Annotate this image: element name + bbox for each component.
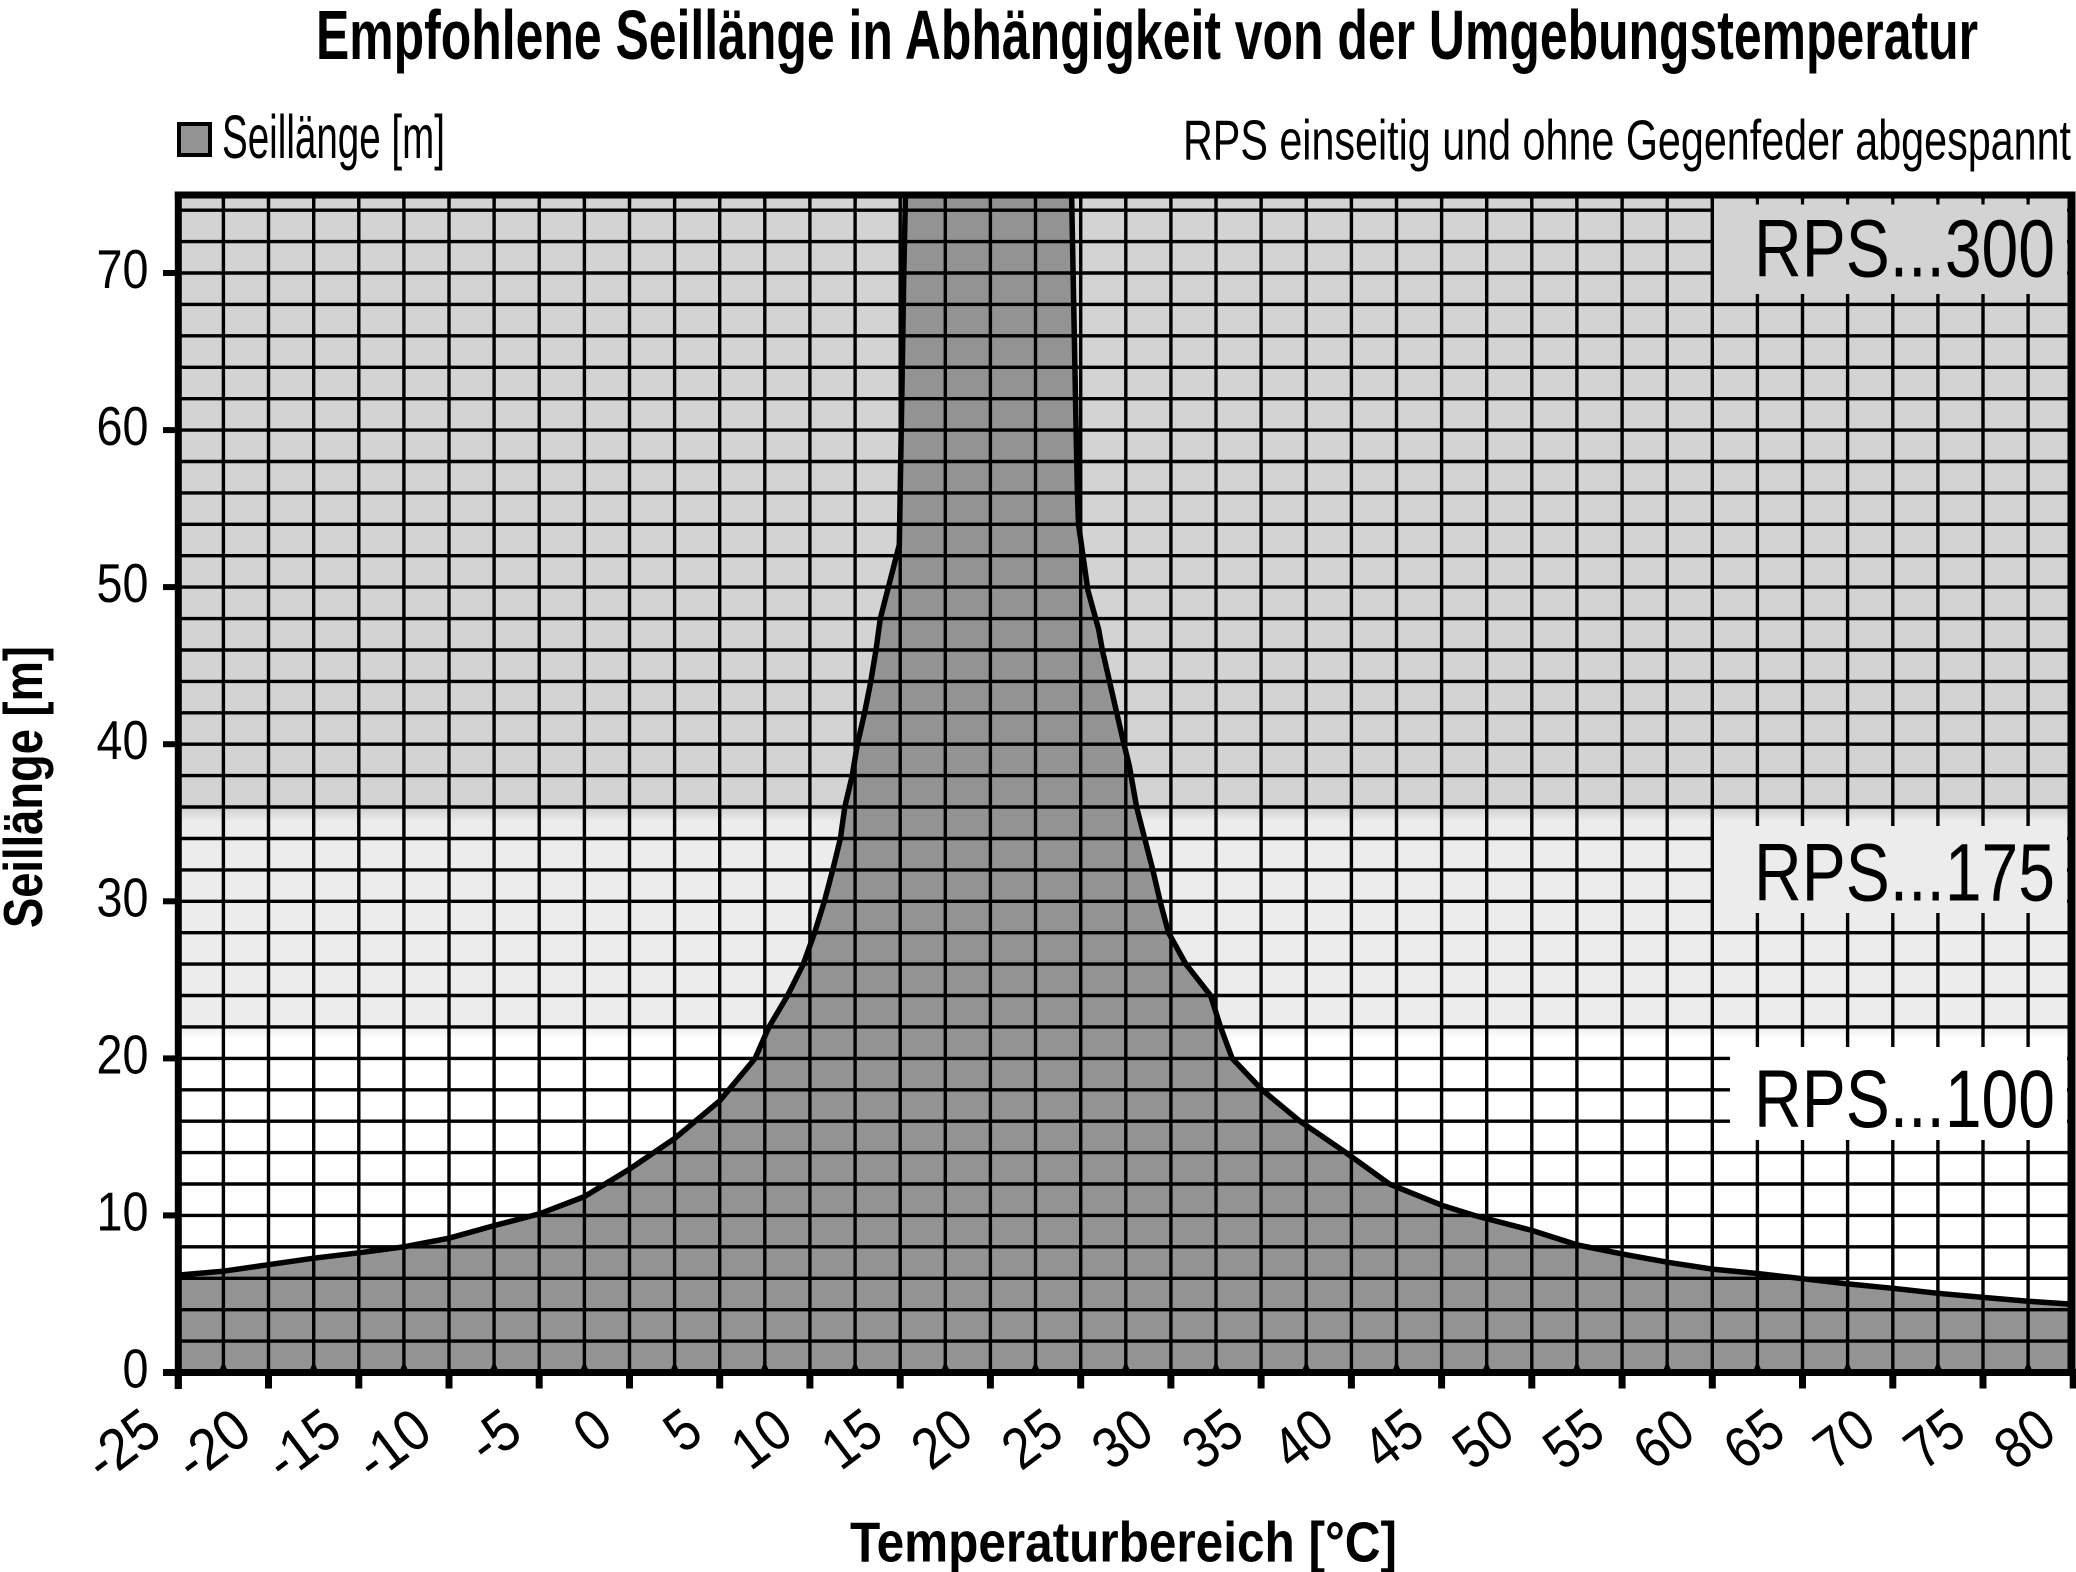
svg-text:10: 10: [719, 1396, 804, 1482]
svg-text:40: 40: [97, 709, 149, 771]
svg-text:0: 0: [561, 1396, 623, 1465]
svg-text:-20: -20: [163, 1396, 263, 1494]
svg-text:70: 70: [97, 238, 149, 300]
svg-text:60: 60: [1621, 1396, 1706, 1482]
svg-text:5: 5: [652, 1396, 714, 1465]
svg-text:35: 35: [1170, 1396, 1255, 1482]
svg-text:20: 20: [97, 1023, 149, 1085]
svg-text:15: 15: [809, 1396, 894, 1482]
svg-text:30: 30: [1080, 1396, 1165, 1482]
svg-text:40: 40: [1261, 1396, 1346, 1482]
svg-text:70: 70: [1802, 1396, 1887, 1482]
svg-text:RPS einseitig und ohne Gegenfe: RPS einseitig und ohne Gegenfeder abgesp…: [1183, 108, 2071, 172]
svg-text:45: 45: [1351, 1396, 1436, 1482]
svg-text:Empfohlene Seillänge in Abhäng: Empfohlene Seillänge in Abhängigkeit von…: [316, 0, 1978, 74]
svg-text:RPS...300: RPS...300: [1754, 204, 2055, 295]
svg-text:-10: -10: [343, 1396, 443, 1494]
svg-text:80: 80: [1982, 1396, 2067, 1482]
svg-text:0: 0: [123, 1338, 149, 1400]
svg-text:10: 10: [97, 1180, 149, 1242]
svg-text:65: 65: [1712, 1396, 1797, 1482]
svg-text:50: 50: [97, 552, 149, 614]
svg-text:20: 20: [900, 1396, 985, 1482]
svg-text:Seillänge [m]: Seillänge [m]: [0, 646, 54, 928]
svg-text:-15: -15: [253, 1396, 353, 1494]
svg-text:75: 75: [1892, 1396, 1977, 1482]
svg-text:-25: -25: [72, 1396, 172, 1494]
svg-text:-5: -5: [456, 1396, 533, 1477]
svg-text:30: 30: [97, 866, 149, 928]
svg-text:RPS...175: RPS...175: [1754, 827, 2055, 918]
svg-text:60: 60: [97, 395, 149, 457]
svg-text:Seillänge [m]: Seillänge [m]: [222, 103, 445, 171]
svg-text:55: 55: [1531, 1396, 1616, 1482]
svg-text:RPS...100: RPS...100: [1754, 1054, 2055, 1145]
svg-text:50: 50: [1441, 1396, 1526, 1482]
svg-text:25: 25: [990, 1396, 1075, 1482]
svg-text:Temperaturbereich [°C]: Temperaturbereich [°C]: [850, 1511, 1397, 1572]
